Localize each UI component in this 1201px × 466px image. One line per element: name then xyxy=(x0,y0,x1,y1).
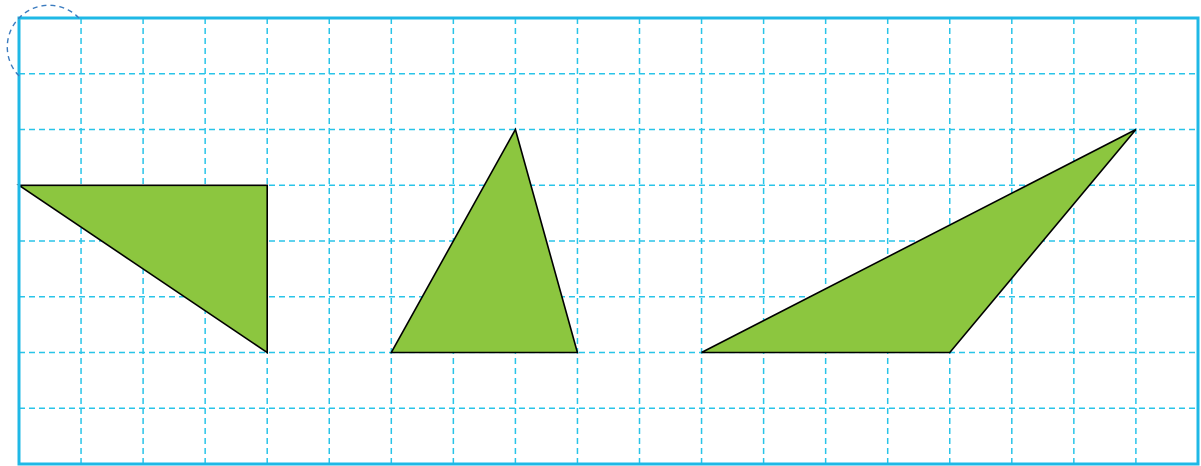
triangle-right xyxy=(16,184,269,355)
grid-lines xyxy=(19,18,1198,464)
triangle-obtuse xyxy=(701,128,1137,354)
triangle-acute xyxy=(389,127,579,354)
corner-dashed-circle-icon xyxy=(6,4,80,77)
grid-border xyxy=(17,16,1200,466)
triangles-group xyxy=(16,127,1137,355)
